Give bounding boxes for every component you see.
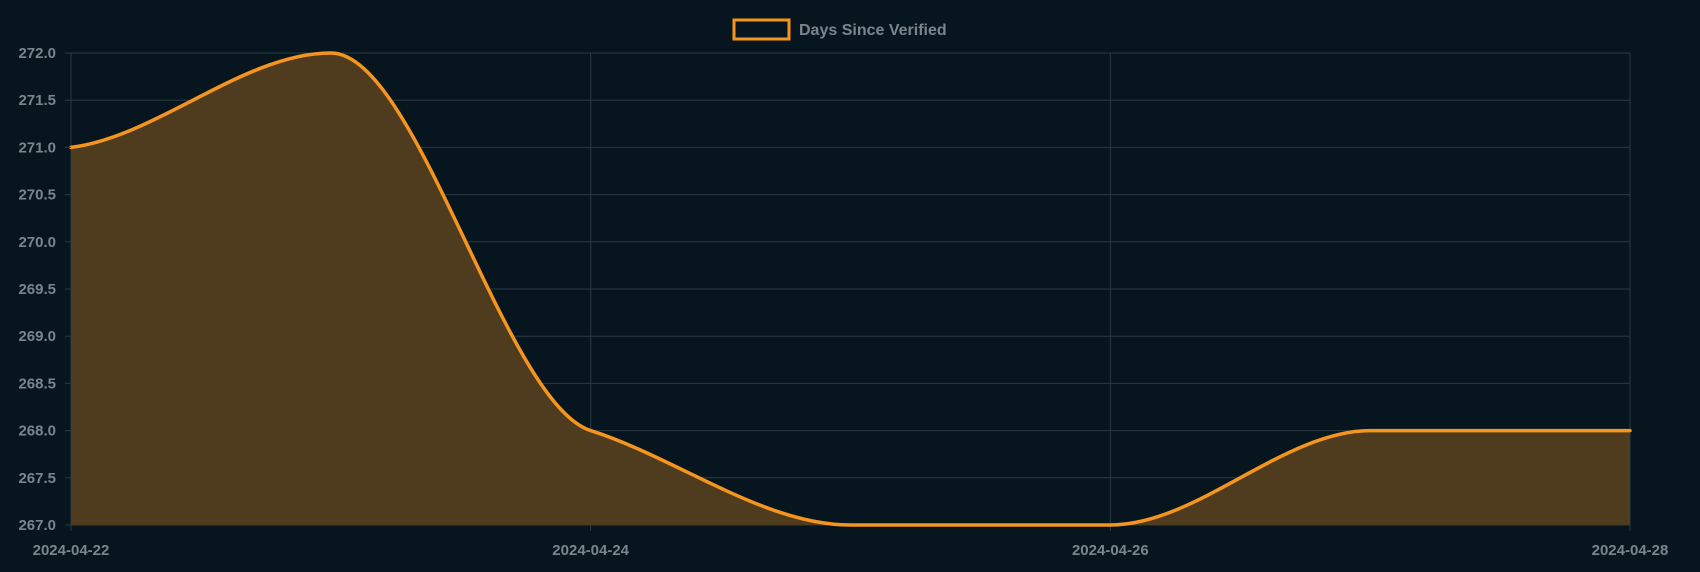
y-tick-label: 268.0 xyxy=(18,423,56,440)
y-tick-label: 272.0 xyxy=(18,45,56,62)
data-point[interactable] xyxy=(589,429,593,433)
legend-label-days-since-verified[interactable]: Days Since Verified xyxy=(799,22,947,39)
data-point[interactable] xyxy=(1108,523,1112,527)
y-tick-label: 267.0 xyxy=(18,517,56,534)
legend-swatch[interactable] xyxy=(732,18,791,41)
y-tick-label: 270.5 xyxy=(18,187,56,204)
y-tick-label: 271.5 xyxy=(18,92,56,109)
x-tick-label: 2024-04-26 xyxy=(1072,542,1149,559)
y-tick-label: 269.5 xyxy=(18,281,56,298)
legend[interactable]: Days Since Verified xyxy=(732,18,947,41)
data-point[interactable] xyxy=(329,51,333,55)
y-tick-label: 271.0 xyxy=(18,139,56,156)
y-tick-label: 269.0 xyxy=(18,328,56,345)
x-tick-label: 2024-04-24 xyxy=(552,542,629,559)
data-point[interactable] xyxy=(1368,429,1372,433)
y-axis-ticks: 267.0 267.5 268.0 268.5 269.0 269.5 270.0 270.5… xyxy=(18,45,71,534)
y-tick-label: 268.5 xyxy=(18,375,56,392)
x-tick-label: 2024-04-28 xyxy=(1592,542,1669,559)
series-area-days-since-verified xyxy=(71,53,1630,525)
x-axis-ticks: 2024-04-22 2024-04-24 2024-04-26 2024-04-28 xyxy=(33,542,1669,559)
y-tick-label: 267.5 xyxy=(18,470,56,487)
data-point[interactable] xyxy=(849,523,852,527)
data-point[interactable] xyxy=(1628,429,1632,433)
y-tick-label: 270.0 xyxy=(18,234,56,251)
x-tick-label: 2024-04-22 xyxy=(33,542,110,559)
area-fill-layer xyxy=(71,53,1630,525)
